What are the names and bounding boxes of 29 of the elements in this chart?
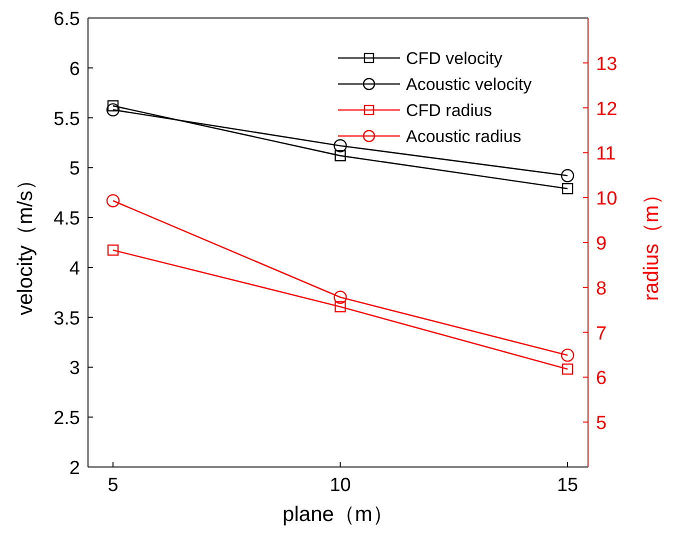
legend-label: Acoustic radius bbox=[406, 127, 522, 146]
legend-label: CFD radius bbox=[406, 101, 492, 120]
y-tick-label: 4.5 bbox=[54, 208, 80, 230]
y-tick-label: 6 bbox=[69, 58, 80, 80]
y-tick-label: 6.5 bbox=[54, 9, 80, 30]
y-axis-title: velocity（m/s） bbox=[14, 170, 37, 316]
legend-label: Acoustic velocity bbox=[406, 75, 532, 94]
x-tick-label: 5 bbox=[108, 475, 118, 496]
y-tick-label: 4 bbox=[69, 258, 80, 280]
y2-tick-label: 6 bbox=[596, 368, 607, 390]
y-tick-label: 3.5 bbox=[54, 308, 80, 330]
y2-tick-label: 12 bbox=[596, 98, 618, 120]
y2-tick-label: 5 bbox=[596, 413, 607, 434]
y-tick-label: 5.5 bbox=[54, 108, 80, 130]
y2-tick-label: 9 bbox=[596, 234, 607, 254]
y-tick-label: 2 bbox=[69, 458, 80, 479]
y-tick-label: 2.5 bbox=[54, 408, 80, 430]
x-axis-title: plane（m） bbox=[282, 503, 394, 526]
y2-tick-label: 11 bbox=[596, 144, 616, 165]
y2-axis-title: radius（m） bbox=[640, 184, 663, 301]
y2-tick-label: 13 bbox=[596, 54, 618, 75]
x-tick-label: 10 bbox=[330, 475, 351, 496]
y2-tick-label: 7 bbox=[596, 323, 607, 344]
x-tick-label: 15 bbox=[556, 475, 578, 496]
legend-label: CFD velocity bbox=[406, 49, 503, 68]
y-tick-label: 5 bbox=[69, 158, 80, 180]
y-tick-label: 3 bbox=[69, 358, 80, 380]
y2-tick-label: 10 bbox=[596, 188, 618, 210]
y2-tick-label: 8 bbox=[596, 278, 607, 300]
